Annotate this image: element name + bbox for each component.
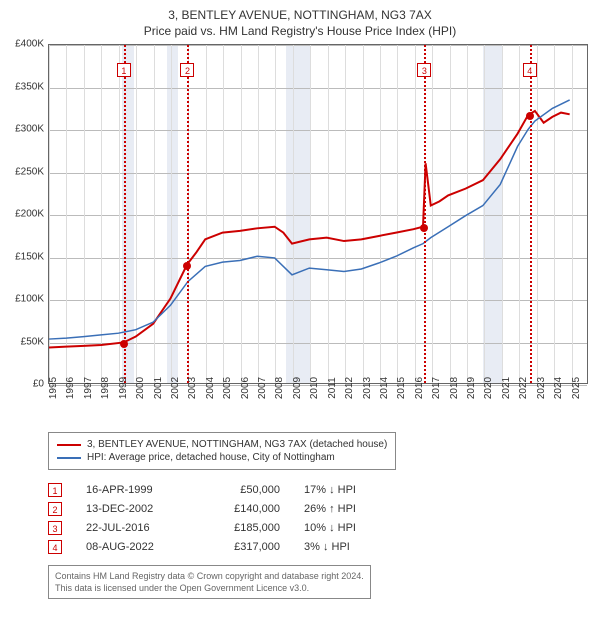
event-line <box>187 45 189 383</box>
x-tick-label: 2013 <box>362 377 373 399</box>
x-tick-label: 1998 <box>100 377 111 399</box>
event-row-delta: 26% ↑ HPI <box>304 503 394 515</box>
event-marker-box: 1 <box>117 63 131 77</box>
x-tick-label: 1999 <box>118 377 129 399</box>
x-tick-label: 2011 <box>327 377 338 399</box>
event-row-price: £317,000 <box>210 541 280 553</box>
x-tick-label: 2001 <box>153 377 164 399</box>
y-tick-label: £150K <box>15 251 44 262</box>
chart-title-line1: 3, BENTLEY AVENUE, NOTTINGHAM, NG3 7AX <box>8 8 592 22</box>
x-tick-label: 2018 <box>449 377 460 399</box>
x-tick-label: 2017 <box>431 377 442 399</box>
event-row-number: 3 <box>48 521 62 535</box>
plot-area: 1 2 3 4 <box>48 44 588 384</box>
x-tick-label: 2009 <box>292 377 303 399</box>
event-dot <box>420 224 428 232</box>
x-tick-label: 2021 <box>501 377 512 399</box>
event-row-number: 2 <box>48 502 62 516</box>
event-row-delta: 10% ↓ HPI <box>304 522 394 534</box>
event-dot <box>183 262 191 270</box>
x-tick-label: 1995 <box>48 377 59 399</box>
chart-container: 3, BENTLEY AVENUE, NOTTINGHAM, NG3 7AX P… <box>0 0 600 603</box>
x-tick-label: 2012 <box>344 377 355 399</box>
event-row-number: 4 <box>48 540 62 554</box>
x-tick-label: 2005 <box>222 377 233 399</box>
footer-line1: Contains HM Land Registry data © Crown c… <box>55 570 364 582</box>
x-tick-label: 2000 <box>135 377 146 399</box>
event-dot <box>526 112 534 120</box>
y-tick-label: £200K <box>15 209 44 220</box>
x-tick-label: 2023 <box>536 377 547 399</box>
event-row-date: 16-APR-1999 <box>86 484 186 496</box>
y-tick-label: £100K <box>15 294 44 305</box>
x-tick-label: 2004 <box>205 377 216 399</box>
x-tick-label: 2024 <box>553 377 564 399</box>
event-table-row: 3 22-JUL-2016 £185,000 10% ↓ HPI <box>48 521 592 535</box>
event-row-price: £50,000 <box>210 484 280 496</box>
y-tick-label: £350K <box>15 81 44 92</box>
event-marker-box: 4 <box>523 63 537 77</box>
event-table-row: 2 13-DEC-2002 £140,000 26% ↑ HPI <box>48 502 592 516</box>
event-row-number: 1 <box>48 483 62 497</box>
x-tick-label: 2007 <box>257 377 268 399</box>
y-axis: £0£50K£100K£150K£200K£250K£300K£350K£400… <box>8 44 48 384</box>
x-tick-label: 1997 <box>83 377 94 399</box>
legend: 3, BENTLEY AVENUE, NOTTINGHAM, NG3 7AX (… <box>48 432 396 470</box>
event-table-row: 4 08-AUG-2022 £317,000 3% ↓ HPI <box>48 540 592 554</box>
legend-swatch <box>57 457 81 459</box>
event-row-date: 08-AUG-2022 <box>86 541 186 553</box>
x-tick-label: 2016 <box>414 377 425 399</box>
event-row-price: £185,000 <box>210 522 280 534</box>
x-tick-label: 2025 <box>571 377 582 399</box>
event-row-delta: 3% ↓ HPI <box>304 541 394 553</box>
event-row-date: 13-DEC-2002 <box>86 503 186 515</box>
event-marker-box: 3 <box>417 63 431 77</box>
footer-line2: This data is licensed under the Open Gov… <box>55 582 364 594</box>
legend-label: HPI: Average price, detached house, City… <box>87 452 335 463</box>
event-table: 1 16-APR-1999 £50,000 17% ↓ HPI 2 13-DEC-2002… <box>48 483 592 554</box>
line-series-svg <box>49 45 587 383</box>
series-price_paid <box>49 111 570 348</box>
chart-title-line2: Price paid vs. HM Land Registry's House … <box>8 24 592 38</box>
y-tick-label: £50K <box>21 336 44 347</box>
event-row-date: 22-JUL-2016 <box>86 522 186 534</box>
x-tick-label: 2002 <box>170 377 181 399</box>
y-tick-label: £400K <box>15 39 44 50</box>
x-tick-label: 1996 <box>65 377 76 399</box>
event-marker-box: 2 <box>180 63 194 77</box>
x-tick-label: 2010 <box>309 377 320 399</box>
x-tick-label: 2003 <box>187 377 198 399</box>
legend-item: 3, BENTLEY AVENUE, NOTTINGHAM, NG3 7AX (… <box>57 439 387 450</box>
legend-item: HPI: Average price, detached house, City… <box>57 452 387 463</box>
y-tick-label: £250K <box>15 166 44 177</box>
event-line <box>124 45 126 383</box>
y-tick-label: £300K <box>15 124 44 135</box>
event-row-price: £140,000 <box>210 503 280 515</box>
x-tick-label: 2014 <box>379 377 390 399</box>
event-line <box>424 45 426 383</box>
x-axis: 1995199619971998199920002001200220032004… <box>48 384 588 424</box>
x-tick-label: 2022 <box>518 377 529 399</box>
chart-area: £0£50K£100K£150K£200K£250K£300K£350K£400… <box>8 44 592 424</box>
x-tick-label: 2019 <box>466 377 477 399</box>
x-tick-label: 2006 <box>240 377 251 399</box>
x-tick-label: 2015 <box>396 377 407 399</box>
event-dot <box>120 340 128 348</box>
event-table-row: 1 16-APR-1999 £50,000 17% ↓ HPI <box>48 483 592 497</box>
series-hpi <box>49 100 570 339</box>
footer-attribution: Contains HM Land Registry data © Crown c… <box>48 565 371 599</box>
legend-label: 3, BENTLEY AVENUE, NOTTINGHAM, NG3 7AX (… <box>87 439 387 450</box>
y-tick-label: £0 <box>33 379 44 390</box>
legend-swatch <box>57 444 81 446</box>
x-tick-label: 2020 <box>483 377 494 399</box>
x-tick-label: 2008 <box>274 377 285 399</box>
event-row-delta: 17% ↓ HPI <box>304 484 394 496</box>
event-line <box>530 45 532 383</box>
